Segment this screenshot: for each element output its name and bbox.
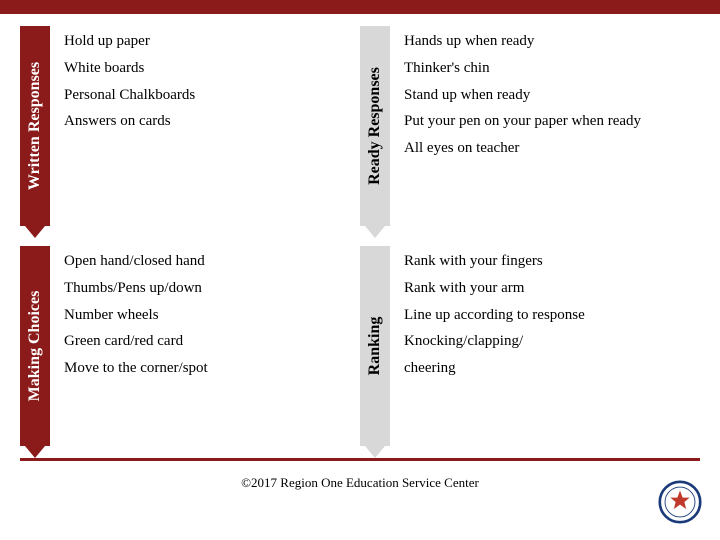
notch-icon	[365, 446, 385, 458]
label-bar-written-responses: Written Responses	[20, 26, 50, 226]
list-item: Knocking/clapping/	[404, 332, 686, 351]
list-item: All eyes on teacher	[404, 139, 686, 158]
list-item: Hold up paper	[64, 32, 346, 51]
label-ranking: Ranking	[366, 317, 384, 376]
label-making-choices: Making Choices	[26, 291, 44, 402]
top-accent-bar	[0, 0, 720, 14]
label-ready-responses: Ready Responses	[366, 67, 384, 185]
label-bar-ready-responses: Ready Responses	[360, 26, 390, 226]
list-item: Answers on cards	[64, 112, 346, 131]
label-written-responses: Written Responses	[26, 62, 44, 190]
content-grid: Written Responses Hold up paper White bo…	[0, 14, 720, 446]
list-item: Line up according to response	[404, 306, 686, 325]
items-ranking: Rank with your fingers Rank with your ar…	[390, 246, 700, 446]
region-one-seal-icon	[658, 480, 702, 524]
notch-icon	[25, 226, 45, 238]
list-item: cheering	[404, 359, 686, 378]
list-item: Personal Chalkboards	[64, 86, 346, 105]
list-item: Stand up when ready	[404, 86, 686, 105]
list-item: Thumbs/Pens up/down	[64, 279, 346, 298]
notch-icon	[25, 446, 45, 458]
list-item: Hands up when ready	[404, 32, 686, 51]
label-bar-making-choices: Making Choices	[20, 246, 50, 446]
items-making-choices: Open hand/closed hand Thumbs/Pens up/dow…	[50, 246, 360, 446]
list-item: Put your pen on your paper when ready	[404, 112, 686, 131]
items-written-responses: Hold up paper White boards Personal Chal…	[50, 26, 360, 226]
footer-copyright: ©2017 Region One Education Service Cente…	[0, 461, 720, 491]
list-item: Open hand/closed hand	[64, 252, 346, 271]
list-item: Rank with your fingers	[404, 252, 686, 271]
row-top: Written Responses Hold up paper White bo…	[20, 26, 700, 226]
row-bottom: Making Choices Open hand/closed hand Thu…	[20, 246, 700, 446]
list-item: Number wheels	[64, 306, 346, 325]
list-item: Rank with your arm	[404, 279, 686, 298]
list-item: Move to the corner/spot	[64, 359, 346, 378]
list-item: White boards	[64, 59, 346, 78]
list-item: Green card/red card	[64, 332, 346, 351]
label-bar-ranking: Ranking	[360, 246, 390, 446]
items-ready-responses: Hands up when ready Thinker's chin Stand…	[390, 26, 700, 226]
notch-icon	[365, 226, 385, 238]
list-item: Thinker's chin	[404, 59, 686, 78]
